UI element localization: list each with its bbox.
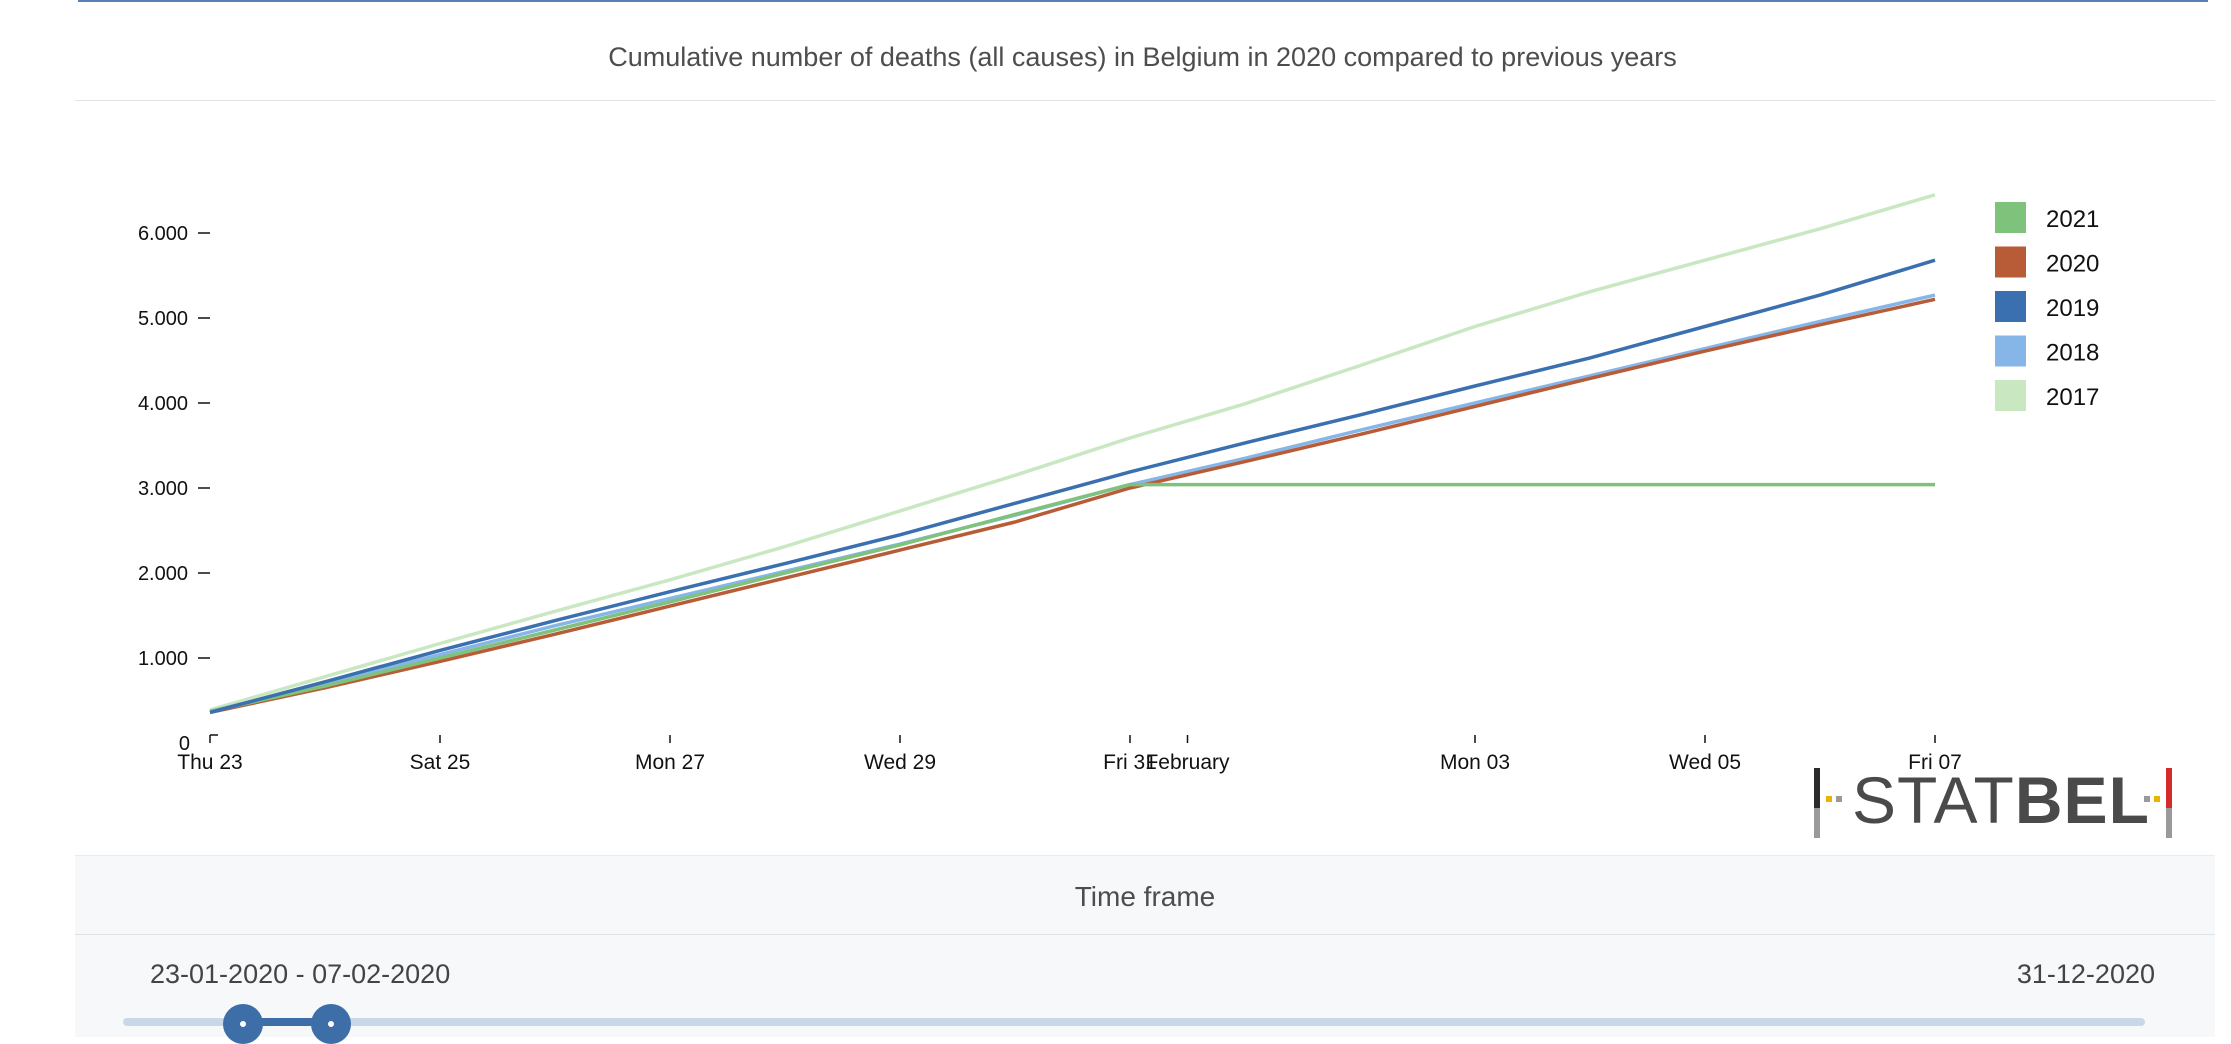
series-line-2017 xyxy=(209,193,1936,712)
selected-range-label: 23-01-2020 - 07-02-2020 xyxy=(150,959,451,989)
y-tick-label: 6.000 xyxy=(138,223,188,245)
x-tick-label: Wed 29 xyxy=(864,751,936,774)
timeframe-start-handle[interactable] xyxy=(223,1004,263,1044)
statbel-logo: STATBEL xyxy=(1812,760,2182,840)
legend-label-2020: 2020 xyxy=(2046,251,2099,278)
y-tick-label: 3.000 xyxy=(138,478,188,500)
series-line-2020 xyxy=(209,297,1936,715)
y-tick-label: 2.000 xyxy=(138,563,188,585)
legend-label-2017: 2017 xyxy=(2046,384,2099,411)
logo-text: STATBEL xyxy=(1852,763,2150,837)
legend-swatch-2020 xyxy=(1995,246,2026,278)
timeframe-end-handle[interactable] xyxy=(311,1004,351,1044)
timeframe-header: Time frame xyxy=(75,856,2215,935)
timeframe-panel: Time frame 23-01-2020 - 07-02-2020 31-12… xyxy=(75,855,2215,1044)
legend-label-2019: 2019 xyxy=(2046,295,2099,322)
x-tick-label: Fri 07 xyxy=(1908,751,1962,774)
x-tick-label: Fri 31 xyxy=(1103,751,1157,774)
legend-swatch-2019 xyxy=(1995,291,2026,322)
line-chart: 0 1.000 2.000 3.000 4.000 5.000 6.000 Thu 23 Sat… xyxy=(138,193,2099,774)
y-tick-label: 0 xyxy=(179,733,190,755)
timeframe-slider-selection[interactable] xyxy=(243,1018,331,1026)
timeframe-title: Time frame xyxy=(1074,881,1216,912)
top-border xyxy=(78,0,2208,2)
logo-left-mark-icon xyxy=(1814,768,1842,838)
x-tick-label: February xyxy=(1145,751,1230,774)
legend-swatch-2018 xyxy=(1995,335,2026,367)
series-line-2021 xyxy=(209,482,1935,714)
y-axis-origin-tick xyxy=(209,734,218,743)
x-tick-label: Thu 23 xyxy=(177,751,242,774)
x-tick-label: Sat 25 xyxy=(410,751,471,774)
y-tick-label: 4.000 xyxy=(138,393,188,415)
legend-swatch-2017 xyxy=(1995,380,2026,411)
chart-title: Cumulative number of deaths (all causes)… xyxy=(608,42,1677,72)
legend-label-2021: 2021 xyxy=(2046,206,2099,233)
y-tick-label: 1.000 xyxy=(138,648,188,670)
title-divider xyxy=(75,100,2215,101)
x-tick-label: Mon 03 xyxy=(1440,751,1510,774)
y-tick-label: 5.000 xyxy=(138,308,188,330)
logo-right-mark-icon xyxy=(2144,768,2172,838)
legend-label-2018: 2018 xyxy=(2046,340,2099,367)
legend-swatch-2021 xyxy=(1995,202,2026,233)
x-tick-label: Mon 27 xyxy=(635,751,705,774)
x-tick-label: Wed 05 xyxy=(1669,751,1741,774)
timeframe-slider-track[interactable] xyxy=(123,1018,2145,1026)
end-date-label: 31-12-2020 xyxy=(2016,959,2155,989)
series-line-2019 xyxy=(209,258,1936,715)
